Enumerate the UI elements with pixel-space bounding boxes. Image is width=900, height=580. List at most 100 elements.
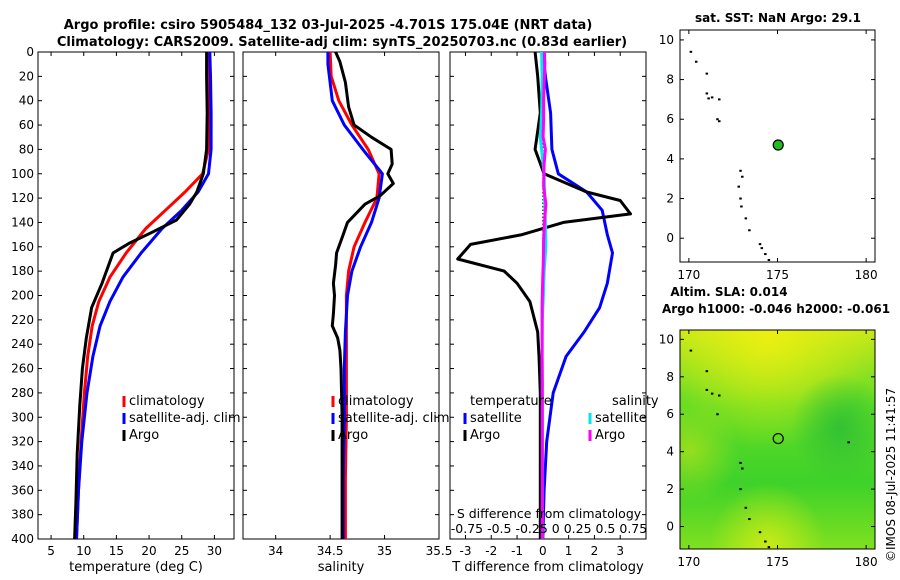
legend-temperature-heading: temperature (470, 394, 552, 409)
x-tick-label: -2 (485, 544, 497, 558)
island-mark (689, 349, 693, 352)
legend-entry: climatology (338, 394, 414, 409)
island-mark (694, 60, 698, 63)
y-tick-label: 0 (26, 45, 34, 59)
island-mark (739, 461, 742, 464)
island-mark (716, 118, 719, 121)
x-axis-label: T difference from climatology (451, 560, 644, 575)
y-tick-label: 400 (11, 532, 34, 546)
plot-frame (449, 51, 647, 540)
island-mark (767, 259, 771, 262)
island-mark (739, 488, 742, 491)
x-tick-label: 35 (377, 544, 392, 558)
y-tick-label: 80 (19, 142, 34, 156)
y-tick-label: 180 (11, 264, 34, 278)
argo-float-marker (772, 432, 784, 445)
legend-entry: satellite-adj. clim (129, 411, 241, 426)
island-mark (705, 388, 709, 391)
argo-float-marker (772, 139, 784, 151)
x-axis-label: temperature (deg C) (69, 560, 203, 575)
secondary-x-tick-labels: -0.75 -0.5 -0.25 0 0.25 0.5 0.75 (451, 521, 647, 536)
sla-map-title-line1: Altim. SLA: 0.014 (670, 285, 787, 299)
y-tick-label: 320 (11, 435, 34, 449)
x-tick-label: 2 (591, 544, 599, 558)
x-tick-label: -1 (511, 544, 523, 558)
x-tick-label: -3 (459, 544, 471, 558)
y-tick-label: 6 (666, 407, 674, 421)
legend-entry: satellite-adj. clim (338, 411, 450, 426)
series-line-satellite-adj-clim (326, 52, 384, 539)
sst-map-panel: 170 175 180 0 2 4 6 8 10 (659, 29, 878, 282)
y-tick-label: 4 (666, 445, 674, 459)
series-line-temperature-satellite (541, 51, 614, 540)
y-tick-label: 340 (11, 459, 34, 473)
y-tick-label: 220 (11, 313, 34, 327)
series-line-salinity-argo (540, 51, 548, 539)
island-mark (705, 370, 709, 373)
island-mark (718, 120, 721, 123)
y-tick-label: 140 (11, 215, 34, 229)
y-tick-label: 200 (11, 289, 34, 303)
x-tick-label: 1 (565, 544, 573, 558)
island-mark (705, 92, 709, 95)
island-mark (718, 394, 721, 397)
legend-entry: climatology (129, 394, 205, 409)
island-mark (764, 253, 767, 256)
x-tick-label: 170 (677, 555, 700, 569)
y-tick-label: 380 (11, 508, 34, 522)
legend-salinity-heading: salinity (612, 394, 659, 409)
island-mark (748, 518, 751, 521)
y-tick-label: 280 (11, 386, 34, 400)
y-tick-label: 10 (659, 33, 674, 47)
y-tick-label: 2 (666, 482, 674, 496)
island-mark (739, 197, 742, 200)
island-mark (710, 392, 714, 395)
x-tick-label: 180 (855, 268, 878, 282)
y-tick-label: 100 (11, 167, 34, 181)
y-tick-label: 240 (11, 337, 34, 351)
sla-map-panel: 170 175 180 0 2 4 6 8 10 (659, 329, 878, 569)
sst-map-title: sat. SST: NaN Argo: 29.1 (695, 11, 861, 25)
series-line-temperature-argo (456, 51, 632, 539)
y-tick-label: 10 (659, 332, 674, 346)
y-tick-label: 60 (19, 118, 34, 132)
x-tick-label: 20 (141, 544, 156, 558)
island-mark (767, 546, 771, 549)
legend-entry: Argo (129, 428, 159, 443)
temperature-panel: 5 10 15 20 25 3002040608010012014016018020022… (11, 45, 241, 575)
series-line-argo (73, 52, 209, 540)
y-tick-label: 8 (666, 370, 674, 384)
x-tick-label: 175 (766, 555, 789, 569)
x-tick-label: 175 (766, 268, 789, 282)
y-tick-label: 360 (11, 483, 34, 497)
x-tick-label: 35.5 (426, 544, 453, 558)
island-mark (740, 205, 743, 208)
island-mark (718, 98, 721, 101)
series-line-argo (330, 51, 395, 539)
x-tick-label: 3 (616, 544, 624, 558)
y-tick-label: 20 (19, 69, 34, 83)
x-tick-label: 10 (76, 544, 91, 558)
legend-entry: Argo (595, 428, 625, 443)
x-tick-label: 5 (47, 544, 55, 558)
y-tick-label: 2 (666, 192, 674, 206)
island-mark (760, 247, 764, 250)
x-axis-label: salinity (318, 560, 365, 575)
legend-entry: Argo (338, 428, 368, 443)
y-tick-label: 120 (11, 191, 34, 205)
legend-entry: satellite (470, 411, 522, 426)
x-tick-label: 170 (677, 268, 700, 282)
figure-title-line1: Argo profile: csiro 5905484_132 03-Jul-2… (64, 18, 593, 33)
island-mark (744, 506, 748, 509)
island-mark (689, 50, 693, 53)
plot-frame (37, 51, 235, 540)
difference-panel: -3 -2 -1 0 1 2 3 T difference from climatology t… (449, 51, 659, 575)
island-mark (710, 96, 714, 99)
y-tick-label: 260 (11, 362, 34, 376)
island-mark (748, 229, 751, 232)
secondary-x-axis-label: S difference from climatology (457, 506, 642, 521)
island-mark (758, 243, 762, 246)
y-tick-label: 40 (19, 94, 34, 108)
x-tick-label: 30 (207, 544, 222, 558)
